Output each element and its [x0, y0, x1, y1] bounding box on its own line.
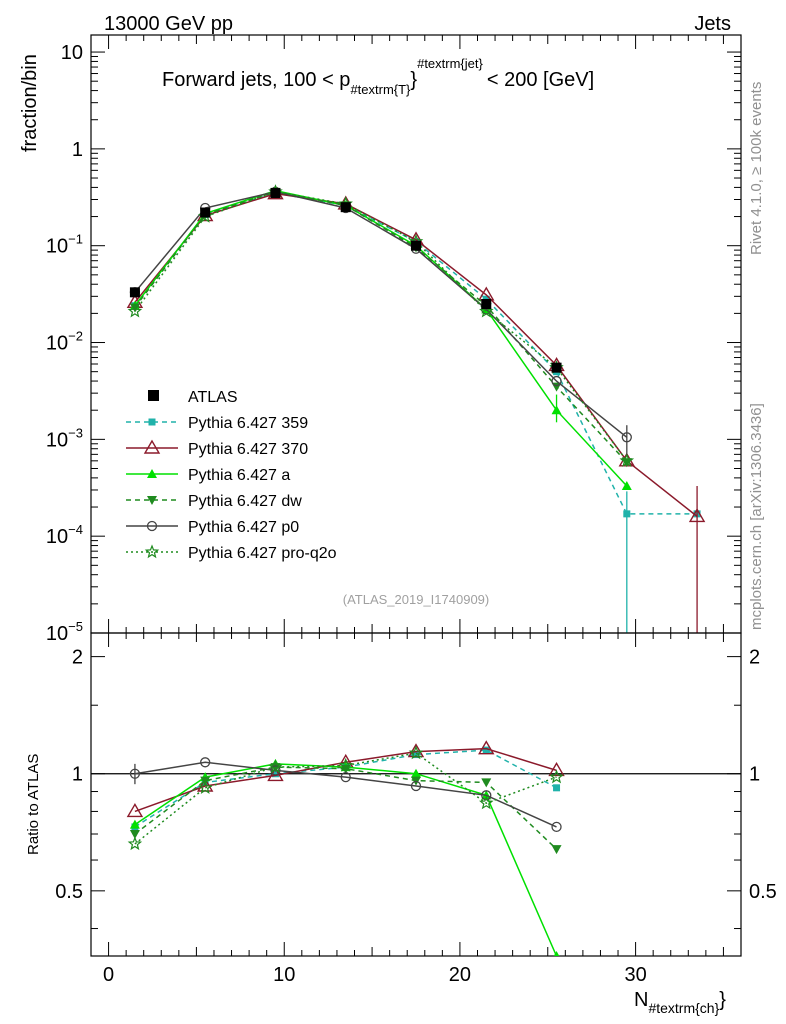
legend-label: Pythia 6.427 370: [188, 441, 308, 458]
series-pythia-6-427-p0-point: [551, 375, 562, 387]
series-pythia-6-427-dw-ratio-point: [551, 845, 562, 855]
ratio-tick-label: 0.5: [55, 881, 83, 903]
atlas-point: [411, 240, 421, 251]
y-tick-label: 10−4: [46, 522, 83, 548]
series-pythia-6-427-p0-ratio-point: [340, 771, 351, 783]
main-panel: 10 1 10−1 10−2 10−3 10−4 10−5: [46, 34, 742, 956]
atlas-point: [551, 362, 562, 373]
ratio-tick-label-right: 2: [749, 647, 760, 669]
legend: ATLAS Pythia 6.427 359 Pythia 6.427 370 Pyt…: [126, 389, 337, 562]
ratio-y-axis-label: Ratio to ATLAS: [25, 754, 42, 855]
series-pythia-6-427-a-ratio-point: [553, 951, 560, 956]
y-tick-label: 10−5: [46, 619, 83, 645]
series-pythia-6-427-pro-q2o-ratio-point: [197, 780, 213, 795]
series-pythia-6-427-p0-ratio-line: [134, 761, 557, 828]
series-pythia-6-427-a-line: [134, 189, 628, 487]
y-axis-label: fraction/bin: [19, 54, 41, 152]
ratio-tick-label: 2: [72, 647, 83, 669]
series-pythia-6-427-dw-point: [129, 303, 140, 313]
legend-marker: [147, 469, 157, 478]
series-pythia-6-427-p0-ratio-point: [551, 821, 562, 833]
series-pythia-6-427-pro-q2o-ratio-point: [549, 769, 564, 784]
legend-label: ATLAS: [188, 389, 238, 406]
legend-marker: [144, 544, 160, 559]
x-tick-label: 30: [624, 964, 646, 986]
series-pythia-6-427-dw-ratio-line: [134, 766, 558, 850]
series-pythia-6-427-359-ratio-point: [271, 770, 279, 778]
series-pythia-6-427-pro-q2o-ratio-point: [268, 759, 283, 774]
legend-marker: [143, 439, 161, 454]
series-pythia-6-427-p0-ratio-point: [270, 765, 281, 776]
atlas-point: [481, 298, 492, 309]
y-tick-label: 10−1: [46, 232, 83, 258]
series-pythia-6-427-pro-q2o-ratio-line: [134, 752, 557, 845]
series-pythia-6-427-370-ratio-point: [126, 803, 144, 818]
x-axis-label: N#textrm{ch}}: [634, 989, 726, 1016]
series-pythia-6-427-pro-q2o-ratio-point: [479, 795, 494, 810]
x-tick-label: 20: [449, 964, 471, 986]
category-label: Jets: [694, 13, 731, 35]
series-pythia-6-427-p0-ratio-point: [200, 757, 211, 768]
series-pythia-6-427-p0-line: [134, 191, 628, 438]
main-frame: [90, 34, 742, 634]
legend-label: Pythia 6.427 pro-q2o: [188, 545, 337, 562]
legend-marker: [147, 496, 157, 505]
series-pythia-6-427-dw-ratio-point: [481, 778, 492, 788]
ratio-tick-label-right: 0.5: [749, 881, 777, 903]
x-tick-label: 0: [103, 964, 114, 986]
series-pythia-6-427-pro-q2o-ratio-point: [127, 836, 143, 851]
analysis-id: (ATLAS_2019_I1740909): [343, 592, 489, 607]
series-pythia-6-427-pro-q2o-point: [479, 303, 494, 318]
y-tick-label: 10: [61, 42, 83, 64]
series-pythia-6-427-359-ratio-point: [412, 751, 420, 759]
series-pythia-6-427-p0-ratio-point: [410, 780, 422, 792]
series-pythia-6-427-370-line: [134, 192, 698, 517]
series-pythia-6-427-a-ratio-point: [411, 768, 421, 778]
series-pythia-6-427-359-ratio-point: [482, 746, 490, 754]
ratio-panel: 0 10 20 30 2 2 1 1 0.5 0.5: [55, 35, 777, 986]
ratio-data: [126, 740, 565, 956]
series-pythia-6-427-pro-q2o-point: [619, 453, 635, 468]
legend-label: Pythia 6.427 a: [188, 467, 290, 484]
series-pythia-6-427-359-line: [134, 192, 698, 515]
series-pythia-6-427-pro-q2o-ratio-point: [408, 745, 424, 760]
x-tick-label: 10: [273, 964, 295, 986]
atlas-point: [200, 207, 211, 218]
series-pythia-6-427-a-point: [621, 480, 632, 490]
legend-label: Pythia 6.427 p0: [188, 519, 299, 536]
ratio-tick-label: 1: [72, 764, 83, 786]
energy-label: 13000 GeV pp: [104, 13, 233, 35]
main-data: [126, 184, 706, 633]
y-tick-label: 1: [72, 139, 83, 161]
atlas-point: [270, 188, 281, 199]
series-pythia-6-427-pro-q2o-ratio-point: [338, 757, 353, 772]
series-pythia-6-427-a-ratio-point: [129, 819, 140, 829]
legend-marker-atlas: [148, 390, 159, 401]
legend-marker: [146, 520, 158, 532]
atlas-point: [340, 202, 351, 213]
y-tick-label: 10−2: [46, 329, 83, 355]
ratio-frame: [90, 632, 742, 957]
y-tick-label: 10−3: [46, 425, 83, 451]
series-pythia-6-427-dw-line: [134, 191, 628, 463]
series-pythia-6-427-370-ratio-point: [267, 767, 284, 782]
chart-title: Forward jets, 100 < p#textrm{T}}#textrm{…: [162, 56, 594, 97]
series-pythia-6-427-pro-q2o-point: [127, 303, 143, 318]
legend-marker: [148, 418, 156, 426]
legend-label: Pythia 6.427 dw: [188, 493, 302, 510]
series-pythia-6-427-dw-ratio-point: [129, 829, 140, 839]
rivet-label: Rivet 4.1.0, ≥ 100k events: [748, 82, 765, 255]
atlas-point: [129, 287, 140, 298]
series-pythia-6-427-370-ratio-point: [478, 740, 495, 755]
mcplots-label: mcplots.cern.ch [arXiv:1306.3436]: [748, 403, 765, 630]
ratio-tick-label-right: 1: [749, 764, 760, 786]
series-pythia-6-427-pro-q2o-line: [134, 191, 628, 462]
legend-label: Pythia 6.427 359: [188, 415, 308, 432]
series-pythia-6-427-359-ratio-point: [553, 784, 561, 792]
series-pythia-6-427-370-ratio-point: [548, 761, 565, 777]
series-pythia-6-427-p0-ratio-point: [481, 790, 492, 801]
